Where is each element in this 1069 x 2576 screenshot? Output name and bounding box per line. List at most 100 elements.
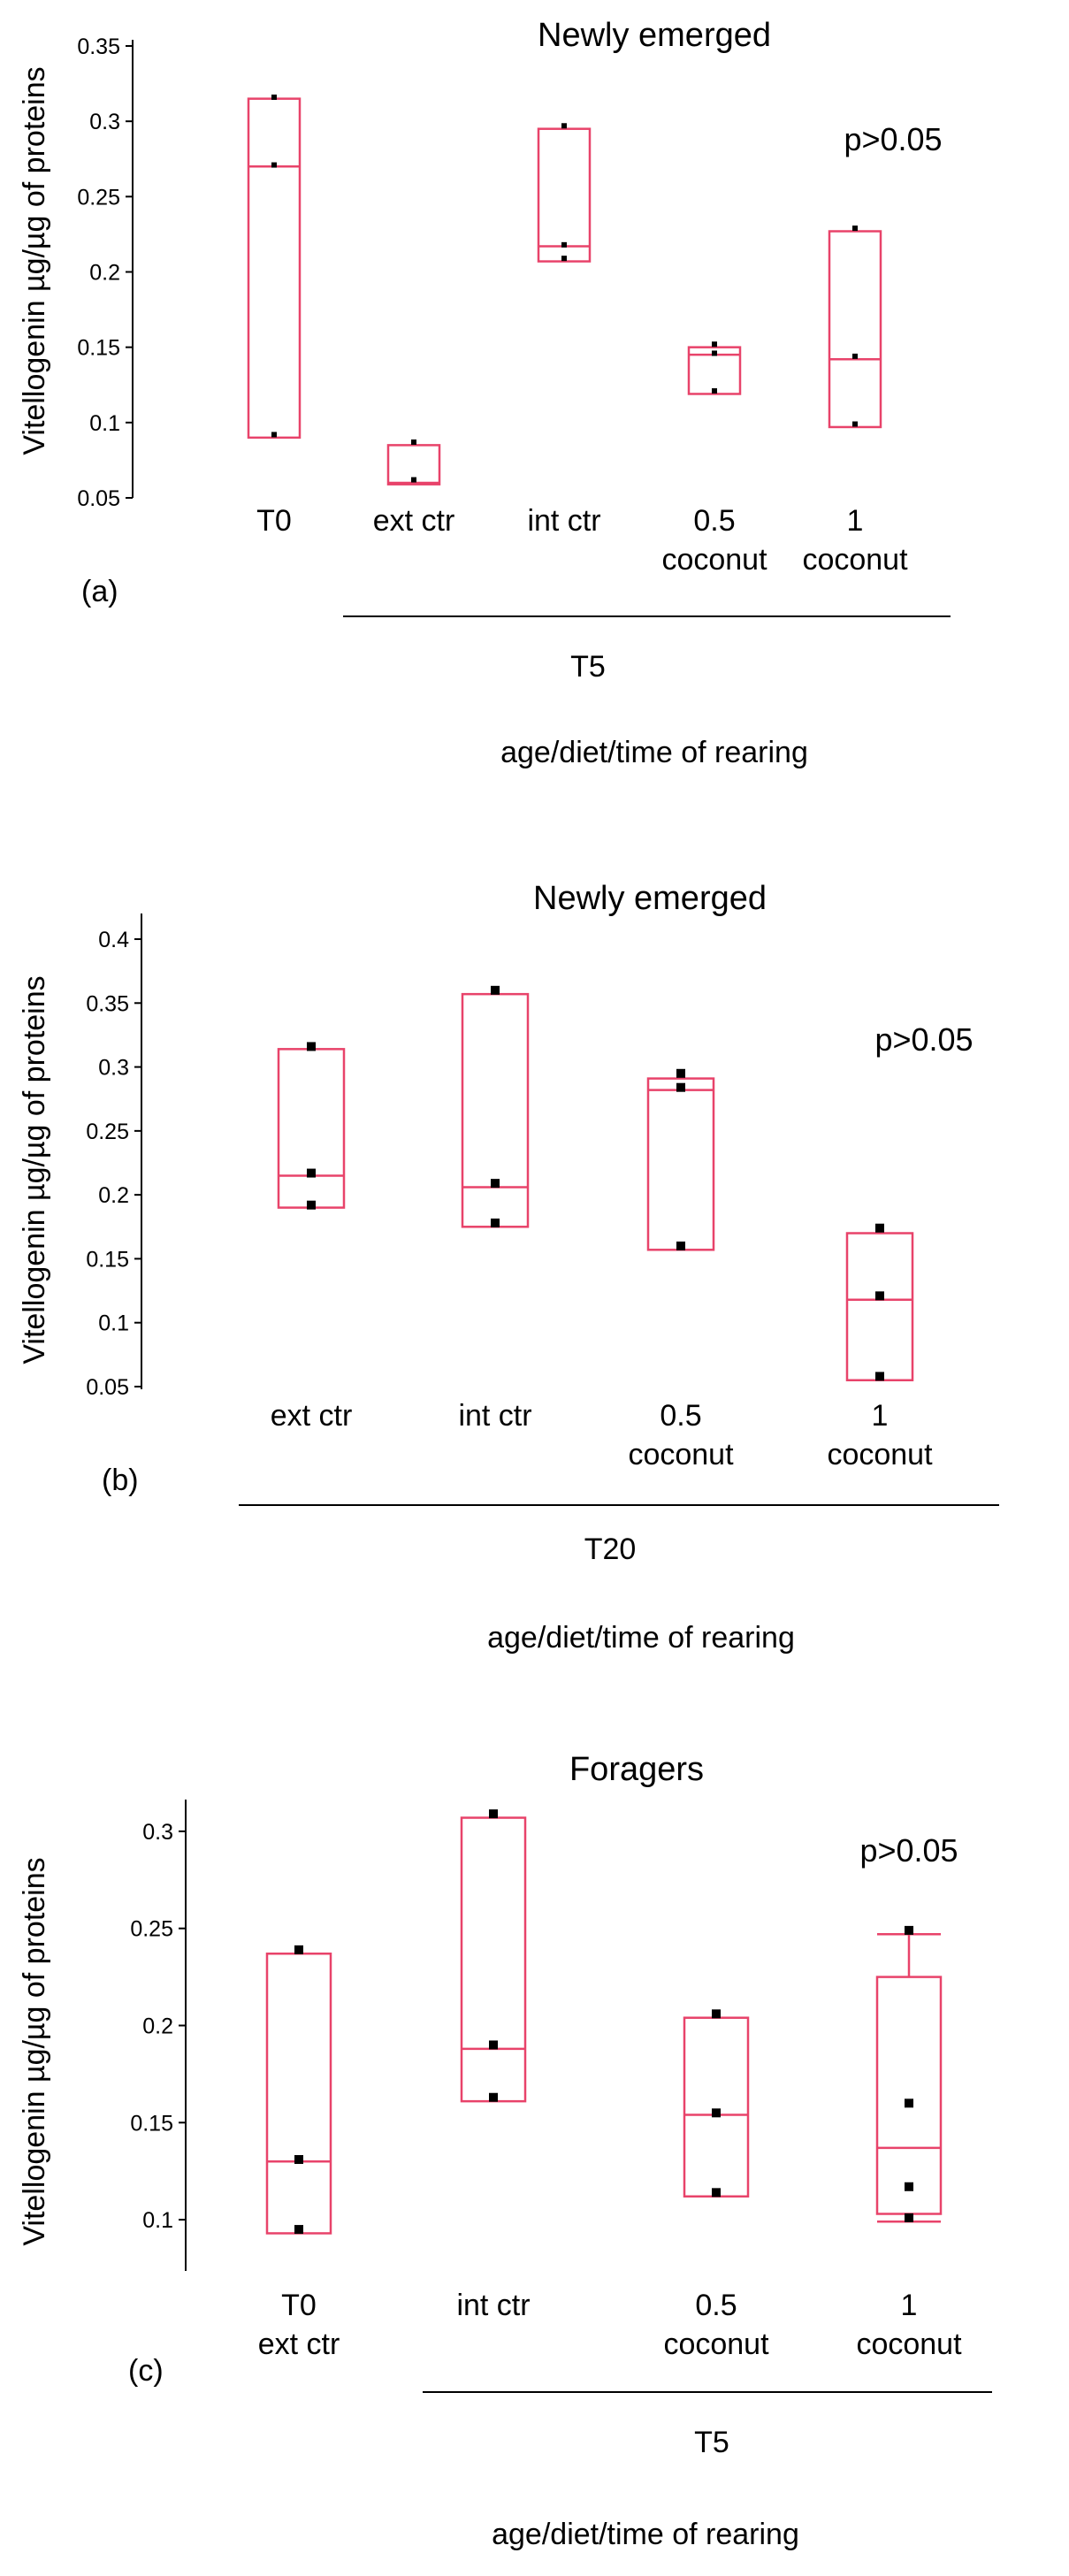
y-tick-label-c-0: 0.1 xyxy=(142,2208,173,2233)
data-point-a-3-1 xyxy=(712,350,717,356)
panel-label-b: (b) xyxy=(102,1464,139,1497)
category-label-a-2: int ctr xyxy=(527,504,600,538)
data-point-c-1-0 xyxy=(489,1809,498,1819)
category-label-line-a-2-0: int ctr xyxy=(527,504,600,538)
chart-title-c: Foragers xyxy=(569,1751,704,1788)
y-tick-label-a-4: 0.25 xyxy=(77,185,120,210)
chart-title-a: Newly emerged xyxy=(538,17,771,54)
p-value-annotation-b: p>0.05 xyxy=(874,1021,973,1058)
box-b-1 xyxy=(461,992,530,1228)
category-label-line-c-2-1: coconut xyxy=(663,2328,769,2361)
panel-label-c: (c) xyxy=(128,2354,164,2388)
box-a-2 xyxy=(537,127,592,263)
category-labels-c: T0 ext ctr int ctr 0.5 coconut 1 coconut xyxy=(258,2289,962,2361)
box-b-0 xyxy=(277,1048,346,1209)
data-point-b-1-0 xyxy=(491,985,500,995)
y-tick-label-b-4: 0.25 xyxy=(86,1120,129,1144)
y-tick-label-c-4: 0.3 xyxy=(142,1820,173,1845)
category-label-line-b-2-1: coconut xyxy=(628,1438,734,1471)
data-point-a-4-1 xyxy=(852,353,858,359)
category-label-b-1: int ctr xyxy=(458,1399,531,1433)
data-point-b-0-0 xyxy=(307,1042,316,1051)
data-point-b-3-1 xyxy=(875,1291,884,1301)
panel-c: Foragers Vitellogenin µg/µg of proteins … xyxy=(18,1751,992,2551)
category-label-c-2: 0.5 coconut xyxy=(663,2289,769,2361)
category-labels-a: T0 ext ctr int ctr 0.5 coconut 1 coconut xyxy=(256,504,908,577)
y-tick-label-a-3: 0.2 xyxy=(89,261,120,286)
group-label-c: T5 xyxy=(694,2426,729,2459)
y-ticks-a: 0.05 0.1 0.15 0.2 0.25 0.3 0.35 xyxy=(77,34,133,511)
category-label-line-b-0-0: ext ctr xyxy=(271,1399,353,1433)
category-label-c-3: 1 coconut xyxy=(856,2289,962,2361)
data-point-c-3-0 xyxy=(905,1925,913,1935)
box-b-2 xyxy=(646,1077,715,1251)
data-point-a-3-2 xyxy=(712,388,717,394)
data-point-c-1-1 xyxy=(489,2040,498,2050)
category-label-line-b-3-0: 1 xyxy=(872,1399,889,1433)
box-a-0 xyxy=(247,97,302,440)
category-label-line-b-1-0: int ctr xyxy=(458,1399,531,1433)
data-point-c-0-0 xyxy=(294,1945,303,1954)
data-point-a-0-1 xyxy=(271,162,277,168)
data-point-a-0-0 xyxy=(271,94,277,100)
data-point-b-0-2 xyxy=(307,1200,316,1210)
data-point-b-0-1 xyxy=(307,1168,316,1178)
data-point-c-3-2 xyxy=(905,2182,913,2191)
category-labels-b: ext ctr int ctr 0.5 coconut 1 coconut xyxy=(271,1399,933,1471)
y-tick-label-c-2: 0.2 xyxy=(142,2014,173,2039)
box-c-2 xyxy=(683,2016,750,2198)
y-tick-label-b-6: 0.35 xyxy=(86,991,129,1016)
category-label-line-a-0-0: T0 xyxy=(256,504,292,538)
category-label-a-3: 0.5 coconut xyxy=(661,504,767,577)
box-b-3 xyxy=(845,1232,914,1382)
data-point-c-2-2 xyxy=(712,2188,721,2198)
data-point-b-3-0 xyxy=(875,1223,884,1233)
data-point-b-1-2 xyxy=(491,1218,500,1227)
y-tick-label-a-5: 0.3 xyxy=(89,110,120,134)
data-point-a-4-2 xyxy=(852,421,858,427)
group-label-b: T20 xyxy=(584,1533,637,1566)
y-tick-label-a-0: 0.05 xyxy=(77,486,120,511)
panel-a: Newly emerged Vitellogenin µg/µg of prot… xyxy=(18,17,951,769)
category-label-line-b-2-0: 0.5 xyxy=(660,1399,701,1433)
data-point-a-2-0 xyxy=(561,123,567,129)
category-label-line-c-1-0: int ctr xyxy=(456,2289,530,2322)
box-a-3 xyxy=(687,346,742,395)
data-point-c-2-0 xyxy=(712,2009,721,2019)
group-label-a: T5 xyxy=(570,650,606,684)
category-label-line-a-1-0: ext ctr xyxy=(373,504,455,538)
y-tick-label-c-1: 0.15 xyxy=(130,2111,173,2136)
panel-b: Newly emerged Vitellogenin µg/µg of prot… xyxy=(18,880,999,1655)
data-point-a-4-0 xyxy=(852,225,858,232)
data-point-a-2-2 xyxy=(561,256,567,262)
y-tick-label-b-2: 0.15 xyxy=(86,1247,129,1272)
data-point-c-1-2 xyxy=(489,2092,498,2102)
boxes-a xyxy=(247,94,882,485)
data-point-a-3-0 xyxy=(712,341,717,348)
category-label-line-c-0-1: ext ctr xyxy=(258,2328,340,2361)
panel-label-a: (a) xyxy=(81,575,118,608)
data-point-c-2-1 xyxy=(712,2108,721,2118)
y-tick-label-b-0: 0.05 xyxy=(86,1375,129,1400)
data-point-c-3-3 xyxy=(905,2213,913,2222)
y-tick-label-b-5: 0.3 xyxy=(98,1056,129,1081)
category-label-c-0: T0 ext ctr xyxy=(258,2289,340,2361)
data-point-b-3-2 xyxy=(875,1372,884,1381)
x-axis-label-c: age/diet/time of rearing xyxy=(492,2518,799,2551)
y-axis-label-c: Vitellogenin µg/µg of proteins xyxy=(18,1857,51,2245)
category-label-line-c-3-0: 1 xyxy=(901,2289,918,2322)
category-label-line-c-0-0: T0 xyxy=(281,2289,317,2322)
category-label-b-0: ext ctr xyxy=(271,1399,353,1433)
p-value-annotation-a: p>0.05 xyxy=(844,121,942,157)
y-ticks-b: 0.05 0.1 0.15 0.2 0.25 0.3 0.35 0.4 xyxy=(86,928,141,1400)
y-tick-label-a-2: 0.15 xyxy=(77,336,120,361)
data-point-b-2-0 xyxy=(676,1068,685,1078)
p-value-annotation-c: p>0.05 xyxy=(859,1832,958,1869)
data-point-a-0-2 xyxy=(271,432,277,438)
category-label-a-0: T0 xyxy=(256,504,292,538)
data-point-b-2-2 xyxy=(676,1241,685,1250)
boxes-b xyxy=(277,985,914,1382)
data-point-a-1-1 xyxy=(411,477,416,483)
data-point-b-1-1 xyxy=(491,1179,500,1189)
